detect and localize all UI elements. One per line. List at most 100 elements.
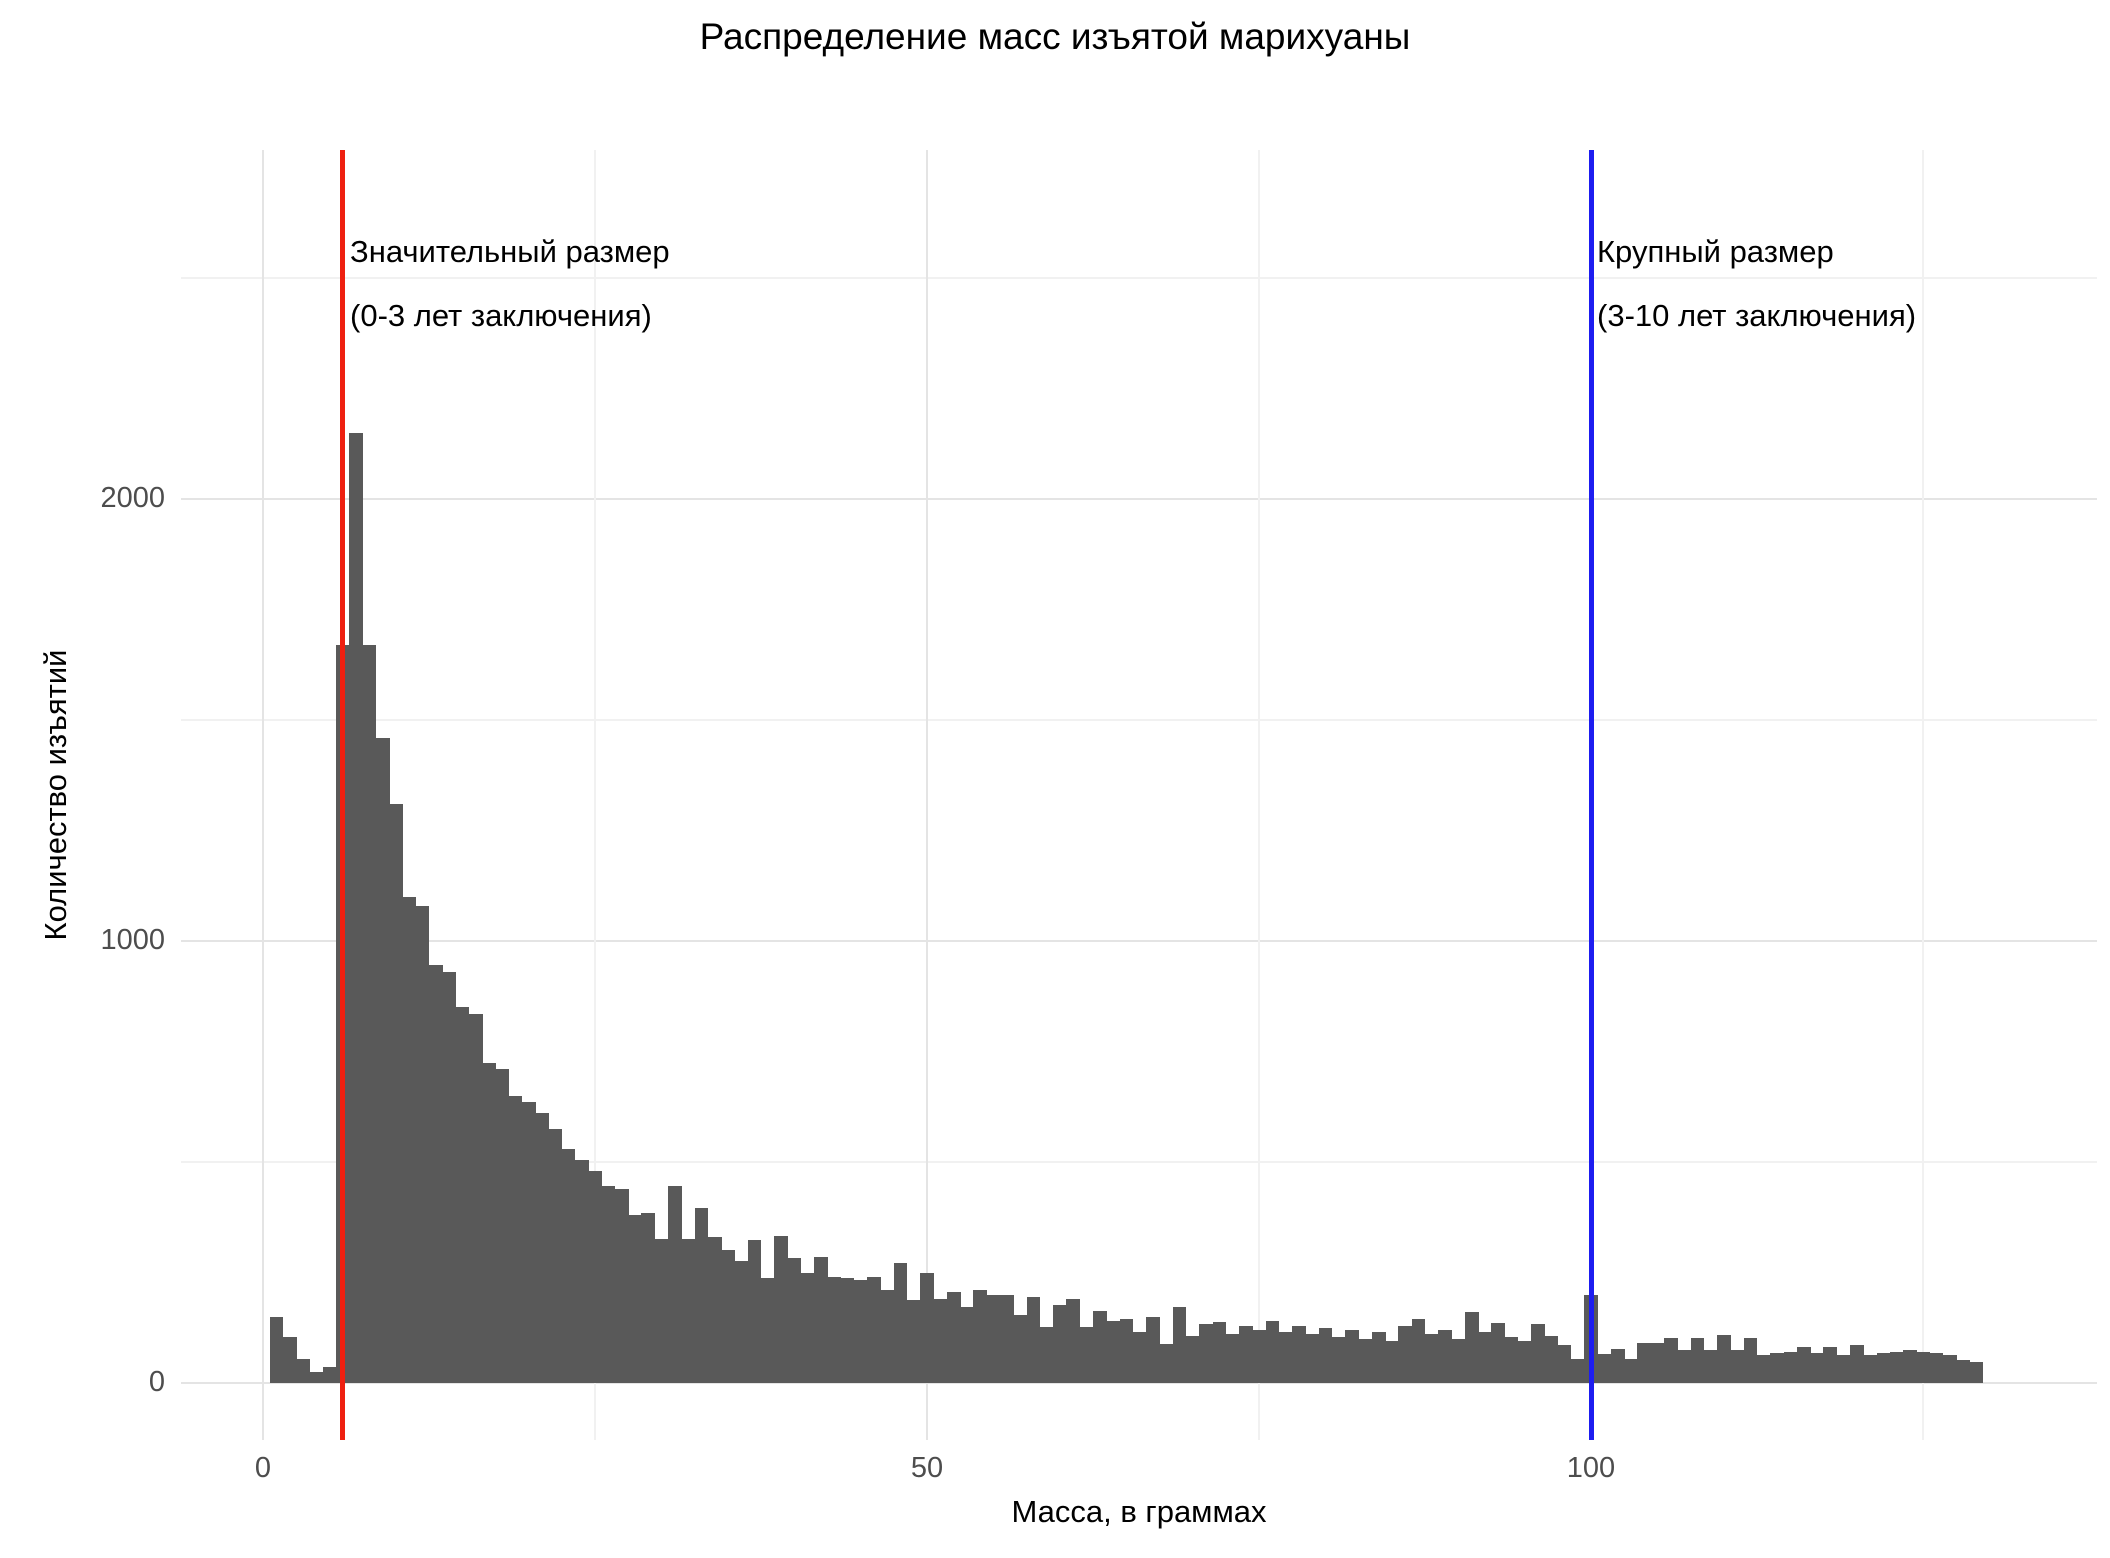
histogram-bar xyxy=(1757,1355,1771,1383)
histogram-bar xyxy=(1889,1351,1904,1383)
histogram-bar xyxy=(1903,1349,1917,1383)
histogram-bar xyxy=(1371,1332,1386,1383)
histogram-bar xyxy=(1863,1355,1877,1383)
histogram-bar xyxy=(907,1300,921,1383)
histogram-bar xyxy=(1066,1298,1081,1383)
histogram-bar xyxy=(455,1007,470,1383)
histogram-bar xyxy=(1664,1337,1678,1383)
histogram-bar xyxy=(1239,1325,1253,1383)
annotation-significant-line1: Значительный размер xyxy=(350,234,670,269)
histogram-bar xyxy=(375,737,390,1383)
histogram-bar xyxy=(429,965,443,1383)
histogram-bar xyxy=(628,1215,642,1383)
large-size-line xyxy=(1588,150,1594,1440)
histogram-bar xyxy=(668,1186,682,1383)
histogram-bar xyxy=(1212,1322,1227,1383)
histogram-bar xyxy=(1106,1320,1120,1383)
histogram-bar xyxy=(1624,1358,1638,1383)
histogram-bar xyxy=(1703,1349,1718,1383)
histogram-bar xyxy=(1571,1358,1585,1383)
histogram-bar xyxy=(1451,1338,1466,1383)
histogram-bar xyxy=(1225,1334,1240,1383)
histogram-bar xyxy=(588,1170,603,1383)
histogram-bar xyxy=(1265,1321,1280,1383)
x-minor-gridline xyxy=(594,150,596,1440)
histogram-bar xyxy=(402,896,417,1383)
histogram-bar xyxy=(1318,1327,1333,1383)
histogram-bar xyxy=(1478,1332,1492,1383)
histogram-bar xyxy=(548,1128,563,1383)
histogram-bar xyxy=(1810,1353,1824,1383)
annotation-large-line1: Крупный размер xyxy=(1597,234,1834,269)
histogram-bar xyxy=(1013,1315,1027,1383)
histogram-bar xyxy=(761,1278,775,1383)
y-minor-gridline xyxy=(181,277,2097,279)
annotation-significant-line2: (0-3 лет заключения) xyxy=(350,298,652,333)
histogram-bar xyxy=(482,1062,496,1383)
histogram-bar xyxy=(1836,1355,1851,1383)
histogram-bar xyxy=(442,971,456,1383)
histogram-bar xyxy=(1159,1344,1174,1383)
histogram-bar xyxy=(1053,1305,1067,1383)
histogram-bar xyxy=(1172,1306,1187,1383)
histogram-bar xyxy=(1093,1310,1107,1383)
histogram-bar xyxy=(800,1273,815,1383)
histogram-bar xyxy=(946,1291,961,1383)
histogram-bar xyxy=(827,1276,842,1383)
histogram-bar xyxy=(309,1371,324,1383)
histogram-bar xyxy=(1770,1353,1784,1383)
histogram-bar xyxy=(1146,1317,1160,1383)
histogram-bar xyxy=(986,1295,1001,1383)
significant-size-line xyxy=(340,150,346,1440)
histogram-bar xyxy=(707,1237,722,1383)
histogram-bar xyxy=(1517,1341,1532,1383)
y-major-gridline xyxy=(181,498,2097,500)
histogram-bar xyxy=(1876,1353,1891,1383)
histogram-bar xyxy=(933,1298,948,1383)
histogram-bar xyxy=(641,1212,656,1383)
histogram-bar xyxy=(1650,1343,1665,1383)
histogram-bar xyxy=(853,1280,868,1383)
histogram-bar xyxy=(1597,1354,1612,1383)
histogram-bar xyxy=(734,1261,749,1383)
x-tick-label: 0 xyxy=(254,1452,272,1484)
histogram-bar xyxy=(880,1290,895,1383)
x-major-gridline xyxy=(262,150,264,1440)
histogram-bar xyxy=(269,1316,284,1383)
histogram-bar xyxy=(508,1095,523,1383)
histogram-bar xyxy=(415,905,430,1383)
histogram-bar xyxy=(1252,1329,1267,1383)
histogram-bar xyxy=(654,1239,669,1383)
histogram-bar xyxy=(1717,1334,1731,1383)
histogram-bar xyxy=(1849,1344,1864,1383)
x-tick-label: 50 xyxy=(910,1452,944,1484)
y-axis-title: Количество изъятий xyxy=(38,649,73,941)
histogram-bar xyxy=(495,1069,510,1383)
histogram-bar xyxy=(389,803,403,1383)
histogram-bar xyxy=(1185,1335,1200,1383)
histogram-bar xyxy=(1916,1351,1931,1383)
y-major-gridline xyxy=(181,940,2097,942)
histogram-bar xyxy=(1425,1334,1439,1383)
histogram-bar xyxy=(1677,1349,1691,1383)
histogram-bar xyxy=(973,1290,988,1383)
histogram-bar xyxy=(1039,1327,1054,1383)
histogram-bar xyxy=(694,1208,709,1383)
histogram-bar xyxy=(1438,1329,1452,1383)
histogram-bar xyxy=(1929,1353,1944,1383)
histogram-bar xyxy=(960,1306,974,1383)
histogram-bar xyxy=(774,1236,788,1383)
y-tick-label: 2000 xyxy=(100,482,165,514)
histogram-bar xyxy=(1730,1349,1745,1383)
histogram-bar xyxy=(1278,1332,1293,1383)
chart-title: Распределение масс изъятой марихуаны xyxy=(699,16,1411,57)
histogram-bar xyxy=(1531,1324,1545,1383)
histogram-bar xyxy=(1743,1337,1758,1383)
histogram-bar xyxy=(1000,1295,1014,1383)
histogram-bar xyxy=(1610,1349,1625,1383)
histogram-bar xyxy=(1956,1360,1970,1383)
histogram-bar xyxy=(1942,1355,1957,1383)
histogram-bar xyxy=(920,1272,935,1383)
histogram-bar xyxy=(535,1113,549,1383)
